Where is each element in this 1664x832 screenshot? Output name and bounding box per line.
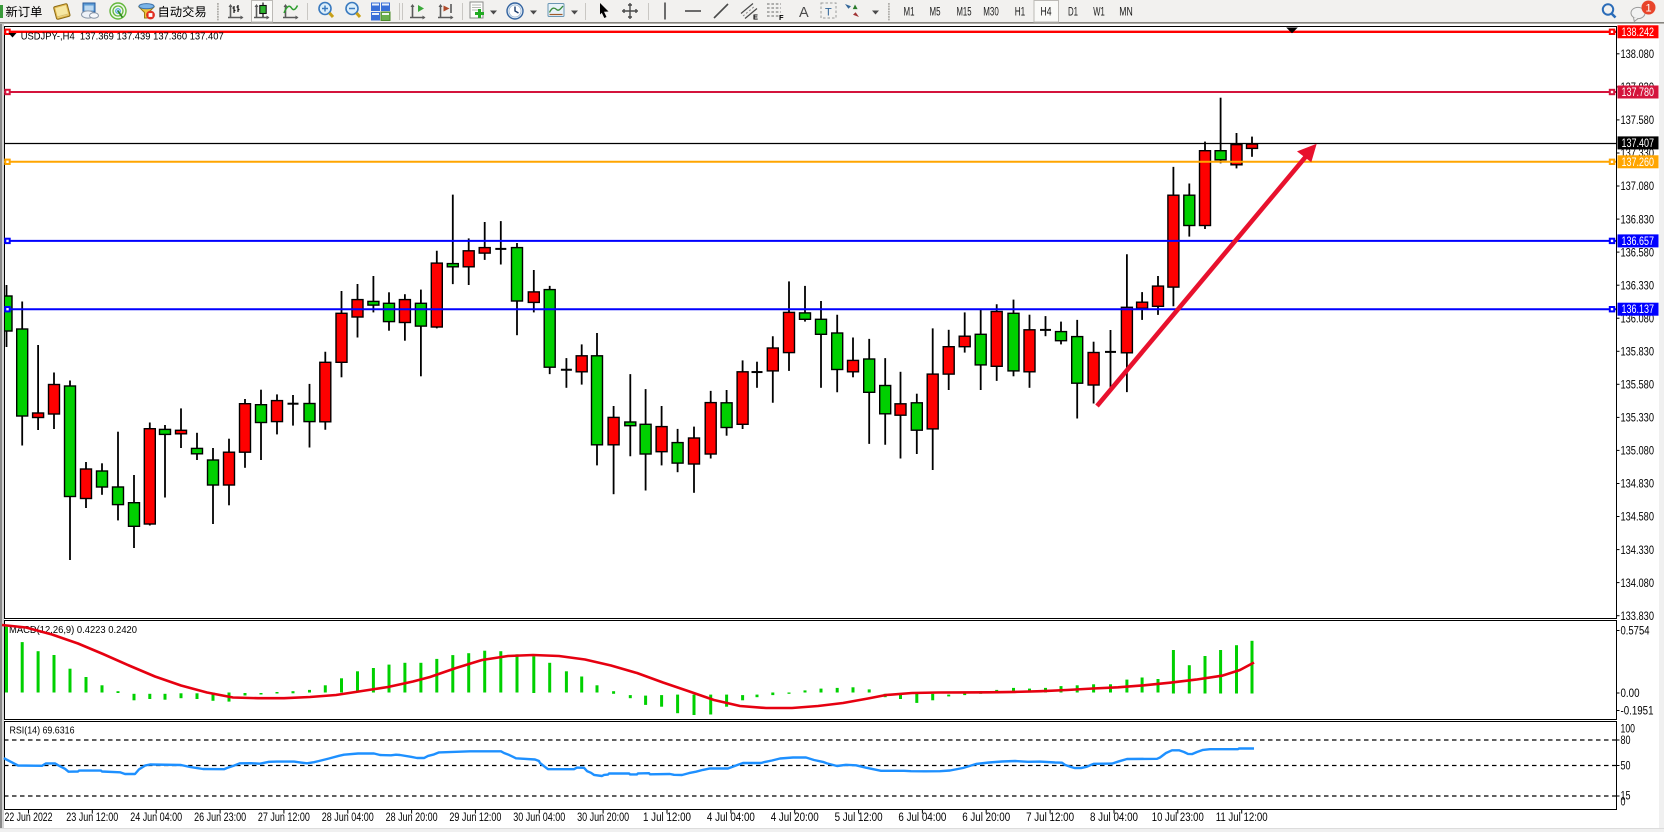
svg-text:137.407: 137.407	[1622, 138, 1655, 150]
svg-text:8 Jul 04:00: 8 Jul 04:00	[1090, 812, 1138, 824]
svg-text:6 Jul 04:00: 6 Jul 04:00	[898, 812, 946, 824]
svg-text:28 Jun 20:00: 28 Jun 20:00	[386, 812, 438, 824]
svg-text:0.00: 0.00	[1621, 688, 1640, 700]
svg-text:A: A	[799, 5, 809, 21]
svg-text:134.330: 134.330	[1621, 545, 1655, 557]
svg-text:F: F	[779, 13, 784, 22]
svg-text:133.830: 133.830	[1621, 611, 1655, 623]
svg-text:50: 50	[1621, 761, 1631, 773]
svg-text:6 Jul 20:00: 6 Jul 20:00	[962, 812, 1010, 824]
svg-text:11 Jul 12:00: 11 Jul 12:00	[1216, 812, 1268, 824]
svg-text:30 Jun 20:00: 30 Jun 20:00	[577, 812, 629, 824]
svg-text:134.080: 134.080	[1621, 578, 1655, 590]
svg-text:134.830: 134.830	[1621, 479, 1655, 491]
svg-text:138.242: 138.242	[1622, 27, 1655, 39]
svg-text:137.580: 137.580	[1621, 115, 1655, 127]
svg-text:30 Jun 04:00: 30 Jun 04:00	[513, 812, 565, 824]
svg-text:136.330: 136.330	[1621, 280, 1655, 292]
svg-text:136.580: 136.580	[1621, 247, 1655, 259]
svg-text:7 Jul 12:00: 7 Jul 12:00	[1026, 812, 1074, 824]
svg-text:137.260: 137.260	[1622, 157, 1655, 169]
svg-text:10 Jul 23:00: 10 Jul 23:00	[1152, 812, 1204, 824]
svg-text:H1: H1	[1015, 6, 1026, 18]
svg-text:28 Jun 04:00: 28 Jun 04:00	[322, 812, 374, 824]
svg-text:1: 1	[1645, 3, 1651, 15]
svg-text:5 Jul 12:00: 5 Jul 12:00	[835, 812, 883, 824]
svg-text:27 Jun 12:00: 27 Jun 12:00	[258, 812, 310, 824]
svg-text:29 Jun 12:00: 29 Jun 12:00	[449, 812, 501, 824]
svg-text:4 Jul 04:00: 4 Jul 04:00	[707, 812, 755, 824]
svg-text:E: E	[753, 13, 758, 22]
svg-text:M5: M5	[930, 6, 941, 18]
svg-text:USDJPY-,H4 137.369 137.439 13: USDJPY-,H4 137.369 137.439 137.360 137.4…	[21, 32, 224, 43]
svg-text:135.330: 135.330	[1621, 413, 1655, 425]
svg-text:H4: H4	[1041, 6, 1052, 18]
svg-text:4 Jul 20:00: 4 Jul 20:00	[771, 812, 819, 824]
svg-text:136.657: 136.657	[1622, 236, 1655, 248]
svg-text:MN: MN	[1119, 6, 1133, 18]
svg-text:137.780: 137.780	[1622, 87, 1655, 99]
svg-text:22 Jun 2022: 22 Jun 2022	[5, 812, 53, 824]
svg-text:-0.1951: -0.1951	[1621, 706, 1654, 718]
svg-text:RSI(14) 69.6316: RSI(14) 69.6316	[10, 726, 75, 737]
svg-text:MACD(12,26,9) 0.4223 0.2420: MACD(12,26,9) 0.4223 0.2420	[9, 625, 137, 636]
svg-text:1 Jul 12:00: 1 Jul 12:00	[643, 812, 691, 824]
svg-text:80: 80	[1621, 735, 1631, 747]
svg-text:136.080: 136.080	[1621, 313, 1655, 325]
svg-text:136.137: 136.137	[1622, 304, 1655, 316]
svg-text:T: T	[825, 7, 832, 19]
svg-text:136.830: 136.830	[1621, 214, 1655, 226]
svg-text:135.080: 135.080	[1621, 446, 1655, 458]
svg-text:138.080: 138.080	[1621, 49, 1655, 61]
svg-text:100: 100	[1621, 724, 1636, 736]
svg-text:M1: M1	[904, 6, 915, 18]
svg-text:23 Jun 12:00: 23 Jun 12:00	[66, 812, 118, 824]
svg-text:D1: D1	[1068, 6, 1078, 18]
svg-text:135.580: 135.580	[1621, 380, 1655, 392]
svg-text:26 Jun 23:00: 26 Jun 23:00	[194, 812, 246, 824]
svg-text:134.580: 134.580	[1621, 512, 1655, 524]
svg-text:137.080: 137.080	[1621, 181, 1655, 193]
svg-text:M15: M15	[957, 6, 972, 18]
svg-text:0: 0	[1621, 797, 1626, 809]
svg-text:135.830: 135.830	[1621, 347, 1655, 359]
svg-text:24 Jun 04:00: 24 Jun 04:00	[130, 812, 182, 824]
svg-text:15: 15	[1621, 791, 1631, 803]
svg-text:W1: W1	[1093, 6, 1105, 18]
svg-text:M30: M30	[983, 6, 999, 18]
svg-text:0.5754: 0.5754	[1621, 626, 1650, 638]
